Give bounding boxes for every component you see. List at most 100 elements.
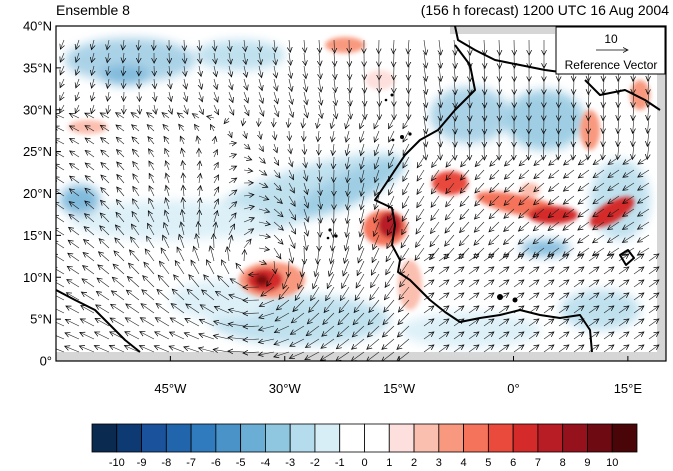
wind-vector bbox=[608, 221, 620, 230]
wind-vector bbox=[127, 277, 140, 288]
wind-vector bbox=[258, 183, 268, 187]
wind-vector bbox=[101, 138, 110, 145]
wind-vector bbox=[400, 260, 410, 274]
wind-vector bbox=[133, 174, 140, 184]
wind-vector bbox=[439, 91, 441, 108]
wind-vector bbox=[423, 280, 434, 288]
wind-vector bbox=[165, 210, 170, 223]
wind-vector bbox=[633, 130, 635, 146]
wind-vector bbox=[95, 332, 110, 340]
wind-vector bbox=[56, 267, 65, 275]
wind-vector bbox=[229, 39, 230, 51]
wind-vector bbox=[67, 280, 80, 288]
wind-vector bbox=[417, 182, 425, 194]
wind-vector bbox=[289, 130, 290, 141]
wind-vector bbox=[259, 143, 263, 151]
wind-vector bbox=[116, 200, 125, 210]
wind-vector bbox=[196, 234, 199, 249]
wind-vector bbox=[307, 312, 320, 324]
wind-vector bbox=[303, 208, 308, 222]
wind-vector bbox=[519, 182, 530, 192]
wind-vector bbox=[334, 39, 335, 53]
wind-vector bbox=[207, 260, 215, 275]
wind-vector bbox=[133, 186, 140, 197]
wind-vector bbox=[154, 346, 170, 353]
wind-vector bbox=[342, 273, 350, 288]
wind-vector bbox=[123, 39, 124, 50]
wind-vector bbox=[578, 234, 590, 243]
wind-vector bbox=[243, 326, 260, 327]
wind-vector bbox=[474, 234, 485, 245]
colorbar: -10 -9 -8 -7 -6 -5 -4 -3 -2 -1 0 1 2 3 4 5 6 7 8 9 10 bbox=[91, 423, 638, 469]
wind-vector bbox=[349, 104, 351, 119]
wind-vector bbox=[424, 130, 426, 147]
wind-vector bbox=[56, 114, 65, 119]
colorbar-label: -1 bbox=[335, 457, 345, 469]
wind-vector bbox=[85, 188, 95, 197]
wind-vector bbox=[424, 91, 426, 108]
wind-vector bbox=[302, 260, 304, 277]
wind-vector bbox=[199, 161, 200, 171]
wind-vector bbox=[389, 182, 395, 195]
wind-vector bbox=[468, 332, 479, 340]
wind-vector bbox=[375, 195, 380, 209]
wind-vector bbox=[258, 339, 275, 342]
wind-vector bbox=[243, 143, 250, 149]
wind-vector bbox=[432, 169, 440, 181]
wind-vector bbox=[289, 39, 290, 52]
wind-vector bbox=[361, 208, 365, 223]
wind-vector bbox=[648, 91, 649, 107]
colorbar-swatch bbox=[562, 423, 588, 453]
colorbar-swatch bbox=[289, 423, 316, 453]
wind-vector bbox=[298, 273, 305, 289]
wind-vector bbox=[125, 318, 140, 327]
wind-vector bbox=[399, 286, 410, 300]
wind-vector bbox=[224, 117, 229, 124]
wind-vector bbox=[558, 267, 569, 275]
wind-vector bbox=[92, 78, 95, 88]
wind-vector bbox=[288, 195, 295, 206]
colorbar-label: 5 bbox=[485, 457, 491, 469]
wind-vector bbox=[243, 195, 254, 196]
wind-vector bbox=[648, 78, 649, 94]
colorbar-label: 8 bbox=[560, 457, 566, 469]
wind-vector bbox=[132, 137, 140, 145]
wind-vector bbox=[199, 91, 202, 102]
wind-vector bbox=[468, 319, 479, 327]
wind-vector bbox=[543, 293, 554, 301]
wind-vector bbox=[618, 293, 629, 301]
wind-vector bbox=[603, 306, 614, 314]
wind-vector bbox=[194, 246, 200, 262]
wind-vector bbox=[578, 195, 590, 204]
colorbar-swatch bbox=[190, 423, 217, 453]
wind-vector bbox=[475, 169, 485, 180]
wind-vector bbox=[396, 351, 410, 361]
colorbar-swatch bbox=[364, 423, 390, 453]
wind-vector bbox=[319, 195, 321, 209]
wind-vector bbox=[453, 306, 464, 314]
wind-vector bbox=[337, 325, 350, 337]
wind-vector bbox=[184, 65, 186, 76]
wind-vector bbox=[60, 91, 64, 100]
wind-vector bbox=[100, 226, 110, 236]
wind-vector bbox=[469, 78, 470, 95]
wind-vector bbox=[169, 104, 172, 114]
wind-vector bbox=[69, 214, 80, 223]
wind-vector bbox=[454, 117, 455, 134]
colorbar-swatch bbox=[91, 423, 118, 453]
wind-vector bbox=[228, 166, 237, 170]
wind-vector bbox=[109, 346, 125, 353]
wind-vector bbox=[574, 78, 575, 94]
wind-vector bbox=[505, 156, 515, 166]
wind-vector bbox=[333, 221, 334, 237]
wind-vector bbox=[259, 312, 275, 318]
wind-vector bbox=[132, 149, 140, 158]
wind-vector bbox=[364, 104, 365, 119]
wind-vector bbox=[349, 65, 350, 79]
wind-vector bbox=[321, 338, 335, 348]
wind-vector bbox=[588, 130, 589, 147]
colorbar-swatch bbox=[537, 423, 564, 453]
wind-vector bbox=[603, 280, 614, 288]
wind-vector bbox=[360, 221, 365, 237]
wind-vector bbox=[519, 169, 530, 179]
